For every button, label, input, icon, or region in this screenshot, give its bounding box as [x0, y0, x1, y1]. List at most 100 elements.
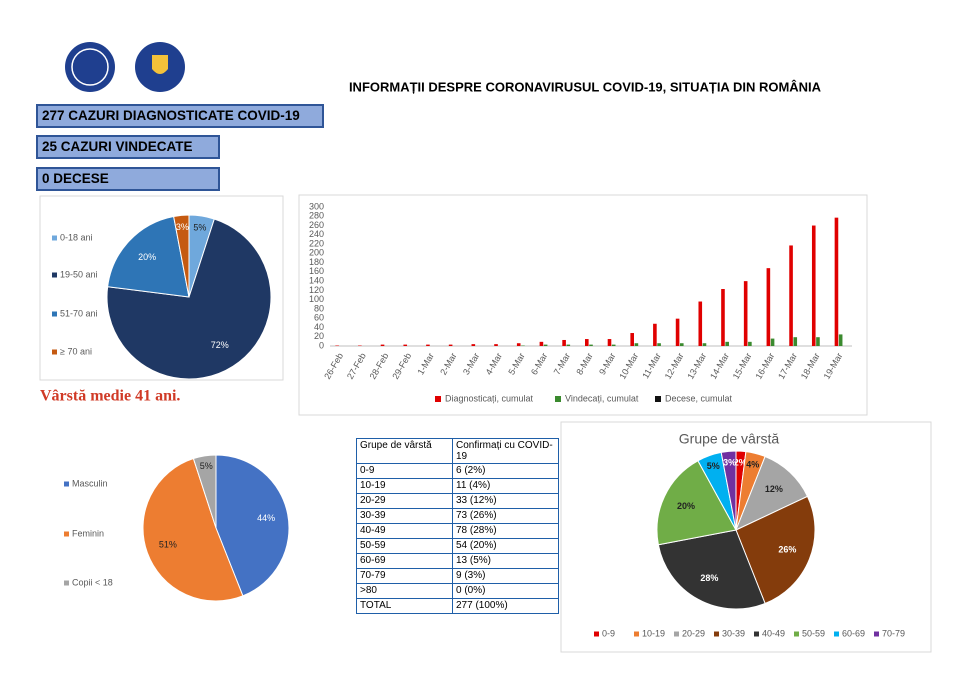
table-row: 10-19 11 (4%) [356, 478, 559, 494]
x-tick-label: 8-Mar [574, 351, 594, 376]
legend-swatch [64, 580, 69, 586]
pie-slice [735, 495, 816, 605]
table-cell: 50-59 [356, 538, 453, 554]
legend-label: 40-49 [762, 628, 785, 638]
bar [630, 333, 634, 346]
table-cell: 13 (5%) [452, 553, 559, 569]
data-label: 12% [765, 484, 783, 494]
legend-swatch [754, 631, 759, 637]
table-row: 0-9 6 (2%) [356, 463, 559, 479]
x-tick-label: 29-Feb [390, 351, 413, 381]
bar [834, 217, 839, 346]
legend-swatch [64, 481, 69, 487]
table-row: TOTAL 277 (100%) [356, 598, 559, 614]
table-row: 70-79 9 (3%) [356, 568, 559, 584]
y-tick-label: 40 [314, 322, 324, 332]
legend-label: 50-59 [802, 628, 825, 638]
x-tick-label: 11-Mar [640, 351, 663, 380]
bar [743, 281, 748, 346]
legend-swatch [594, 631, 599, 637]
legend-swatch [674, 631, 679, 637]
pie-slice [107, 215, 190, 298]
table-cell: 277 (100%) [452, 598, 559, 614]
bar [566, 344, 571, 346]
legend-label: Decese, cumulat [665, 393, 733, 403]
bar [789, 245, 793, 346]
legend-label: 30-39 [722, 628, 745, 638]
bar [634, 343, 639, 346]
table-cell: 11 (4%) [452, 478, 559, 494]
y-tick-label: 180 [309, 257, 324, 267]
data-label: 20% [138, 252, 156, 262]
bar [838, 334, 843, 346]
legend-label: Diagnosticați, cumulat [445, 393, 534, 403]
bar [721, 289, 725, 346]
y-tick-label: 120 [309, 285, 324, 295]
table-cell: 9 (3%) [452, 568, 559, 584]
bar [725, 341, 729, 346]
table-row: 30-39 73 (26%) [356, 508, 559, 524]
legend-label: 51-70 ani [60, 308, 98, 318]
bar [679, 343, 684, 346]
legend-swatch [634, 631, 639, 637]
y-tick-label: 200 [309, 248, 324, 258]
y-tick-label: 260 [309, 220, 324, 230]
legend-swatch [52, 235, 57, 241]
legend-label: 60-69 [842, 628, 865, 638]
bar [816, 337, 820, 346]
x-tick-label: 13-Mar [685, 351, 708, 381]
table-row: 50-59 54 (20%) [356, 538, 559, 554]
table-cell: Confirmați cu COVID-19 [452, 438, 559, 464]
y-tick-label: 280 [309, 211, 324, 221]
x-tick-label: 16-Mar [753, 351, 776, 381]
pie-slice [106, 218, 272, 380]
data-label: 28% [700, 573, 718, 583]
legend-swatch [794, 631, 799, 637]
table-cell: TOTAL [356, 598, 453, 614]
bar [702, 343, 707, 346]
stat-box: 25 CAZURI VINDECATE [36, 135, 220, 159]
data-label: 51% [159, 540, 177, 550]
bar [811, 225, 816, 346]
table-row: 60-69 13 (5%) [356, 553, 559, 569]
x-tick-label: 10-Mar [617, 351, 640, 381]
x-tick-label: 2-Mar [438, 351, 458, 376]
data-label: 5% [200, 461, 213, 471]
legend-swatch [435, 396, 441, 402]
bar [675, 318, 680, 346]
bar [426, 344, 430, 346]
legend-swatch [655, 396, 661, 402]
legend-label: Masculin [72, 478, 108, 488]
panel-evolution [298, 194, 868, 416]
data-label: 2% [734, 457, 747, 467]
legend-swatch [714, 631, 719, 637]
table-row: 20-29 33 (12%) [356, 493, 559, 509]
bar [611, 344, 616, 346]
bar [471, 344, 476, 346]
table-row: >80 0 (0%) [356, 583, 559, 599]
x-tick-label: 28-Feb [368, 351, 391, 381]
pie-slice [657, 529, 766, 610]
x-tick-label: 3-Mar [461, 351, 481, 376]
y-tick-label: 80 [314, 303, 324, 313]
legend-swatch [52, 311, 57, 317]
table-header: Grupe de vârstă Confirmați cu COVID-19 [356, 438, 559, 464]
legend-label: 0-18 ani [60, 232, 93, 242]
bar [562, 339, 566, 346]
y-tick-label: 140 [309, 276, 324, 286]
pie-slice [173, 214, 190, 298]
bar [380, 344, 385, 346]
bar [770, 338, 775, 346]
x-tick-label: 9-Mar [597, 351, 617, 376]
data-label: 5% [707, 461, 720, 471]
stat-box: 277 CAZURI DIAGNOSTICATE COVID-19 [36, 104, 324, 128]
table-cell: Grupe de vârstă [356, 438, 453, 464]
x-tick-label: 27-Feb [345, 351, 368, 381]
panel-age [39, 195, 284, 381]
logo-shield [152, 55, 168, 74]
pie-slice [215, 454, 290, 597]
legend-label: Vindecați, cumulat [565, 393, 639, 403]
table-cell: 10-19 [356, 478, 453, 494]
bar [698, 301, 703, 346]
